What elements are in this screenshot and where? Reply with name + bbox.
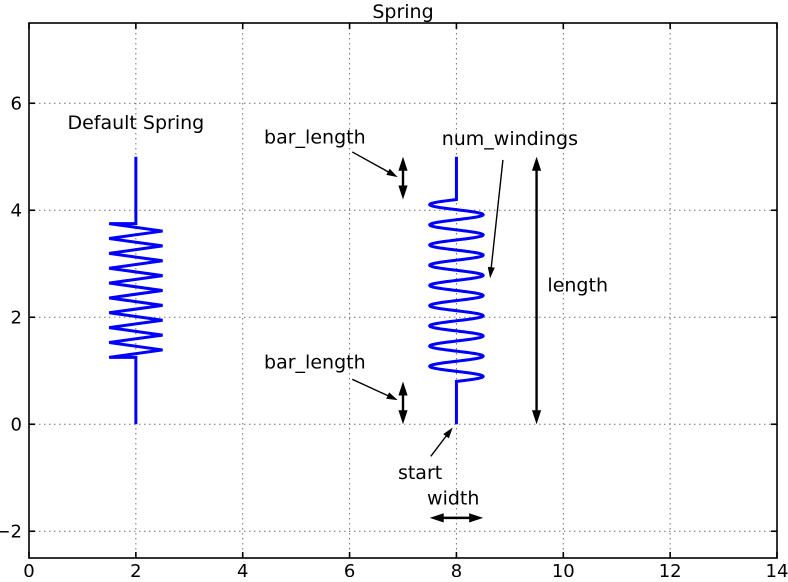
x-tick-label: 0 xyxy=(23,561,34,577)
dimension-arrows xyxy=(398,156,542,523)
bar-length-top-dim-head xyxy=(398,185,408,200)
gridlines xyxy=(29,23,777,558)
axes-frame: 0 2 4 6 8 10 12 14 −2 0 2 4 6 xyxy=(0,22,788,582)
num-windings-arrow-head xyxy=(487,266,495,279)
default-spring xyxy=(108,156,163,425)
bar-length-bottom-label: bar_length xyxy=(264,352,366,374)
start-arrow-head xyxy=(443,427,453,439)
x-tick-label: 6 xyxy=(344,561,355,577)
bar-length-bottom-arrow-shaft xyxy=(351,378,390,398)
width-dim-head xyxy=(429,513,444,523)
axes-spines xyxy=(28,22,778,559)
x-tick-label: 14 xyxy=(766,561,788,577)
bar-length-top-label: bar_length xyxy=(264,126,366,148)
x-tick-label: 2 xyxy=(130,561,141,577)
bar-length-top-arrow-shaft xyxy=(351,151,391,174)
width-dim-head xyxy=(469,513,484,523)
springs xyxy=(108,156,485,425)
bar-length-bottom-dim-head xyxy=(398,410,408,425)
num-windings-label: num_windings xyxy=(442,128,578,150)
length-dim-head xyxy=(531,156,542,171)
y-tick-label: −2 xyxy=(0,521,22,542)
chart-title: Spring xyxy=(372,1,433,23)
annotations: Default Spring length width bar_length bar_l… xyxy=(67,112,608,510)
x-tick-label: 4 xyxy=(237,561,248,577)
length-label: length xyxy=(547,275,608,297)
start-arrow-shaft xyxy=(430,434,448,457)
y-tick-label: 0 xyxy=(11,414,22,435)
annotated-spring xyxy=(428,156,485,425)
width-label: width xyxy=(427,488,479,510)
start-label: start xyxy=(398,462,442,484)
x-tick-label: 8 xyxy=(451,561,462,577)
length-dim-head xyxy=(531,410,542,425)
x-tick-label: 12 xyxy=(659,561,682,577)
bar-length-top-arrow-head xyxy=(386,168,398,178)
y-tick-label: 6 xyxy=(11,93,22,114)
x-tick-label: 10 xyxy=(552,561,575,577)
y-tick-label: 4 xyxy=(11,200,22,221)
y-tick-label: 2 xyxy=(11,307,22,328)
bar-length-bottom-dim-head xyxy=(398,381,408,396)
bar-length-top-dim-head xyxy=(398,156,408,171)
bar-length-bottom-arrow-head xyxy=(386,392,398,401)
num-windings-arrow-shaft xyxy=(490,159,504,270)
default-spring-label: Default Spring xyxy=(67,112,204,134)
